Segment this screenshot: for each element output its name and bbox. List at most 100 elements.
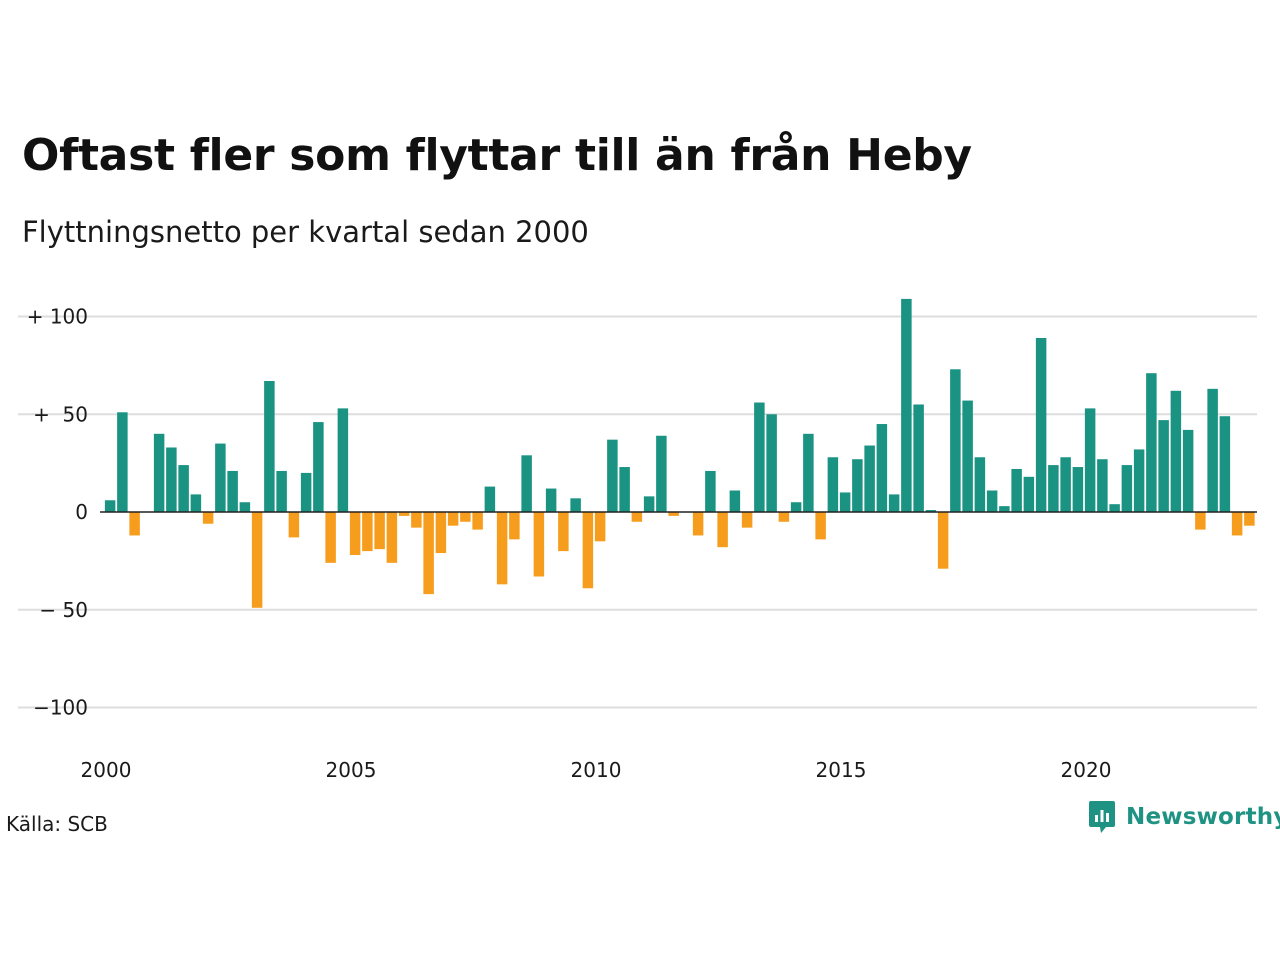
newsworthy-logo: Newsworthy — [1088, 800, 1280, 834]
bar — [1011, 468, 1022, 512]
bar — [435, 512, 447, 554]
bar — [754, 402, 765, 512]
bar — [986, 490, 998, 512]
gridlines — [18, 315, 1257, 709]
x-tick-label: 2005 — [326, 758, 377, 782]
bar — [852, 459, 863, 512]
bar — [570, 498, 581, 512]
bar — [594, 512, 606, 542]
chart-title: Oftast fler som flyttar till än från Heb… — [22, 130, 972, 181]
bar — [1060, 457, 1071, 512]
x-tick-label: 2015 — [816, 758, 867, 782]
bar — [411, 512, 422, 528]
y-axis-labels: + 100 + 50 0 − 50 −100 — [27, 305, 88, 720]
bar — [349, 512, 361, 556]
bar — [1133, 449, 1145, 512]
x-axis-labels: 2000 2005 2010 2015 2020 — [81, 758, 1112, 782]
bar — [337, 408, 349, 512]
bar — [545, 488, 557, 512]
bar — [386, 512, 398, 563]
bar — [1084, 408, 1096, 512]
bar — [117, 412, 128, 512]
y-tick-label: 0 — [75, 500, 88, 524]
bar — [362, 512, 373, 552]
bar — [692, 512, 704, 536]
bar — [129, 512, 140, 536]
bar — [202, 512, 214, 524]
bar — [717, 512, 728, 548]
bar — [913, 404, 924, 512]
bar — [619, 467, 630, 512]
bar — [1170, 390, 1182, 512]
bar — [999, 506, 1010, 512]
bars — [104, 298, 1255, 608]
bar — [178, 465, 189, 512]
bar — [484, 486, 496, 512]
bar — [974, 457, 986, 512]
bar — [288, 512, 300, 538]
bar — [582, 512, 594, 589]
bar — [741, 512, 753, 528]
bar — [190, 494, 202, 512]
y-tick-label: + 50 — [33, 402, 88, 426]
bar — [104, 500, 116, 512]
bar — [1195, 512, 1206, 530]
bar — [864, 445, 875, 512]
bar — [631, 512, 643, 522]
bar — [950, 369, 961, 512]
chart-subtitle: Flyttningsnetto per kvartal sedan 2000 — [22, 215, 589, 249]
bar — [888, 494, 900, 512]
x-tick-label: 2010 — [571, 758, 622, 782]
bar — [1158, 420, 1169, 512]
bar — [166, 447, 177, 512]
bar — [937, 512, 949, 569]
x-tick-label: 2000 — [81, 758, 132, 782]
bar — [1219, 416, 1231, 512]
y-tick-label: −100 — [33, 696, 88, 720]
bar — [827, 457, 839, 512]
bar — [803, 433, 814, 512]
bar — [521, 455, 532, 512]
source-note: Källa: SCB — [6, 812, 108, 836]
bar — [496, 512, 508, 585]
bar — [227, 470, 238, 512]
bar — [215, 443, 226, 512]
bar — [239, 502, 251, 512]
bar — [729, 490, 741, 512]
bar — [705, 470, 716, 512]
bar — [1182, 429, 1194, 512]
bar — [962, 400, 973, 512]
bar — [558, 512, 569, 552]
bar — [472, 512, 483, 530]
bar — [1023, 476, 1035, 512]
bar — [1231, 512, 1243, 536]
bar — [607, 439, 618, 512]
bar — [374, 512, 385, 550]
bar — [925, 510, 937, 512]
bar — [460, 512, 471, 522]
bar — [815, 512, 826, 540]
bar — [276, 470, 287, 512]
bar — [300, 472, 312, 512]
bar — [313, 422, 324, 512]
bar — [656, 435, 667, 512]
bar — [1207, 388, 1218, 512]
bar — [325, 512, 336, 563]
bar — [790, 502, 802, 512]
bar — [1121, 465, 1133, 512]
bar — [839, 492, 851, 512]
bar — [901, 298, 912, 512]
bar — [778, 512, 790, 522]
y-tick-label: + 100 — [27, 305, 88, 329]
bar — [1072, 467, 1084, 512]
bar — [1146, 373, 1157, 512]
bar — [1109, 504, 1120, 512]
bar — [1244, 512, 1255, 526]
bar — [876, 424, 888, 512]
bar — [1097, 459, 1108, 512]
y-tick-label: − 50 — [39, 598, 88, 622]
bar — [1048, 465, 1059, 512]
bar — [509, 512, 520, 540]
